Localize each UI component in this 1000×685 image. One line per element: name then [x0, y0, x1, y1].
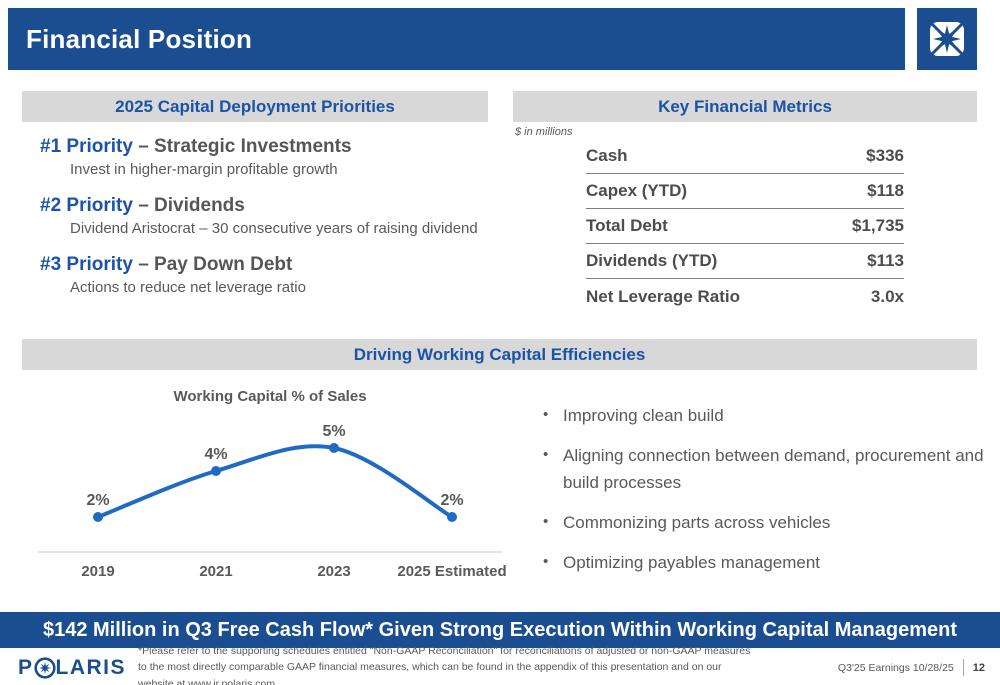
- earnings-label: Q3'25 Earnings 10/28/25: [837, 661, 954, 674]
- priority-number: #2 Priority: [40, 195, 133, 216]
- metric-label: Net Leverage Ratio: [586, 286, 740, 306]
- chart-point: [211, 466, 221, 476]
- capital-priorities-header: 2025 Capital Deployment Priorities: [22, 91, 488, 122]
- priorities-list: #1 Priority – Strategic Investments Inve…: [40, 136, 500, 313]
- metric-value: 3.0x: [870, 286, 904, 306]
- chart-title: Working Capital % of Sales: [173, 388, 367, 405]
- priority-item: #2 Priority – Dividends Dividend Aristoc…: [40, 195, 500, 237]
- priority-title: #3 Priority – Pay Down Debt: [40, 254, 500, 276]
- cash-flow-banner: $142 Million in Q3 Free Cash Flow* Given…: [0, 612, 1000, 648]
- banner-text: $142 Million in Q3 Free Cash Flow* Given…: [42, 619, 958, 641]
- footer: P LARIS *Please refer to the supporting …: [0, 645, 1000, 685]
- polaris-star-logo: [917, 8, 977, 70]
- table-row: Net Leverage Ratio 3.0x: [586, 279, 904, 314]
- page-divider: [962, 659, 964, 676]
- efficiencies-title: Driving Working Capital Efficiencies: [353, 345, 646, 364]
- chart-point: [329, 443, 339, 453]
- table-row: Total Debt $1,735: [586, 209, 904, 244]
- list-item: Optimizing payables management: [535, 550, 987, 576]
- list-item: Commonizing parts across vehicles: [535, 510, 987, 536]
- chart-point: [93, 512, 103, 522]
- metrics-table: Cash $336 Capex (YTD) $118 Total Debt $1…: [586, 139, 904, 314]
- chart-line: [96, 444, 454, 519]
- polaris-star-icon: [33, 657, 56, 679]
- priority-detail: Invest in higher-margin profitable growt…: [70, 161, 338, 178]
- priority-name: – Strategic Investments: [132, 136, 352, 157]
- efficiencies-header: Driving Working Capital Efficiencies: [22, 339, 977, 370]
- metric-label: Cash: [586, 146, 628, 165]
- key-metrics-header: Key Financial Metrics: [513, 91, 977, 122]
- table-row: Capex (YTD) $118: [586, 174, 904, 209]
- footnote: *Please refer to the supporting schedule…: [138, 645, 751, 685]
- wordmark-rest: LARIS: [55, 655, 127, 679]
- table-row: Dividends (YTD) $113: [586, 244, 904, 279]
- priority-detail: Dividend Aristocrat – 30 consecutive yea…: [70, 220, 478, 237]
- chart-tick-label: 2025 Estimated: [397, 563, 506, 580]
- key-metrics-title: Key Financial Metrics: [658, 97, 832, 116]
- priority-detail: Actions to reduce net leverage ratio: [70, 279, 306, 296]
- chart-tick-label: 2021: [199, 563, 232, 580]
- metric-value: $336: [866, 146, 904, 165]
- chart-data-label: 2%: [440, 492, 463, 509]
- priority-title: #1 Priority – Strategic Investments: [40, 136, 500, 158]
- priority-item: #3 Priority – Pay Down Debt Actions to r…: [40, 254, 500, 296]
- chart-data-label: 4%: [204, 446, 227, 463]
- priority-item: #1 Priority – Strategic Investments Inve…: [40, 136, 500, 178]
- capital-priorities-title: 2025 Capital Deployment Priorities: [115, 97, 395, 116]
- priority-number: #3 Priority: [40, 254, 133, 275]
- efficiency-bullets: Improving clean build Aligning connectio…: [535, 403, 987, 591]
- metric-label: Dividends (YTD): [586, 251, 718, 270]
- polaris-star-icon: [917, 8, 977, 70]
- working-capital-chart: 2% 2019 4% 2021 5% 2023 2% 2025 Estimated Worki…: [30, 385, 510, 595]
- page-title: Financial Position: [26, 24, 253, 54]
- list-item: Improving clean build: [535, 403, 987, 429]
- chart-tick-label: 2019: [81, 563, 114, 580]
- table-row: Cash $336: [586, 139, 904, 174]
- priority-title: #2 Priority – Dividends: [40, 195, 500, 217]
- priority-name: – Dividends: [132, 195, 245, 216]
- metric-value: $113: [867, 251, 904, 270]
- metric-value: $118: [867, 181, 904, 200]
- priority-number: #1 Priority: [40, 136, 133, 157]
- chart-tick-label: 2023: [317, 563, 350, 580]
- metric-label: Total Debt: [586, 216, 668, 235]
- polaris-wordmark: P LARIS: [18, 656, 126, 680]
- chart-data-label: 2%: [86, 492, 109, 509]
- chart-point: [447, 512, 457, 522]
- units-note: $ in millions: [515, 126, 573, 138]
- slide-header-bar: Financial Position: [8, 8, 905, 70]
- footer-right: Q3'25 Earnings 10/28/25 12: [838, 659, 985, 676]
- list-item: Aligning connection between demand, proc…: [535, 443, 987, 496]
- priority-name: – Pay Down Debt: [132, 254, 293, 275]
- wordmark-p: P: [18, 655, 34, 679]
- chart-data-label: 5%: [322, 423, 345, 440]
- metric-value: $1,735: [852, 216, 904, 235]
- line-chart-svg: 2% 2019 4% 2021 5% 2023 2% 2025 Estimated: [38, 423, 507, 580]
- page-number: 12: [972, 661, 985, 674]
- metric-label: Capex (YTD): [586, 181, 688, 200]
